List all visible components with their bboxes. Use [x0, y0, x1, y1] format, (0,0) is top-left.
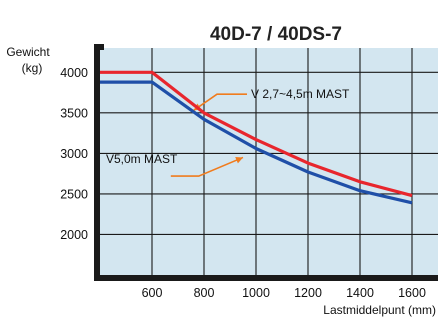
x-axis-label: Lastmiddelpunt (mm) [323, 303, 436, 317]
x-tick-label-0: 600 [142, 286, 163, 300]
x-tick-label-4: 1400 [346, 286, 374, 300]
grid-lines [100, 48, 438, 275]
x-tick-labels: 600 800 1000 1200 1400 1600 [142, 286, 426, 300]
series-line-0 [100, 70, 413, 198]
axis-frame [94, 44, 438, 281]
annotation-arrows [170, 93, 247, 177]
annotation-line-1 [170, 156, 244, 177]
x-tick-label-1: 800 [194, 286, 215, 300]
annotation-label-0: V 2,7~4,5m MAST [251, 87, 350, 101]
chart-title: 40D-7 / 40DS-7 [210, 24, 342, 45]
annotation-line-0 [193, 93, 247, 112]
x-tick-label-5: 1600 [398, 286, 426, 300]
y-tick-label-2: 3000 [60, 147, 88, 161]
x-axis-bar [94, 275, 438, 281]
y-tick-label-1: 2500 [60, 187, 88, 201]
annotation-labels: V 2,7~4,5m MAST V5,0m MAST [106, 87, 350, 166]
y-axis-unit: (kg) [22, 61, 43, 75]
x-tick-label-3: 1200 [294, 286, 322, 300]
y-tick-labels: 2000 2500 3000 3500 4000 [60, 66, 88, 242]
y-axis-label: Gewicht [6, 45, 50, 59]
annotation-label-1: V5,0m MAST [106, 152, 178, 166]
annotation-arrowhead-1 [235, 156, 243, 164]
series-lines [100, 70, 413, 205]
y-axis-bar [94, 44, 100, 281]
series-line-1 [100, 80, 413, 205]
y-axis-cap [94, 44, 104, 50]
y-tick-label-0: 2000 [60, 228, 88, 242]
y-tick-label-4: 4000 [60, 66, 88, 80]
y-tick-label-3: 3500 [60, 106, 88, 120]
x-tick-label-2: 1000 [242, 286, 270, 300]
